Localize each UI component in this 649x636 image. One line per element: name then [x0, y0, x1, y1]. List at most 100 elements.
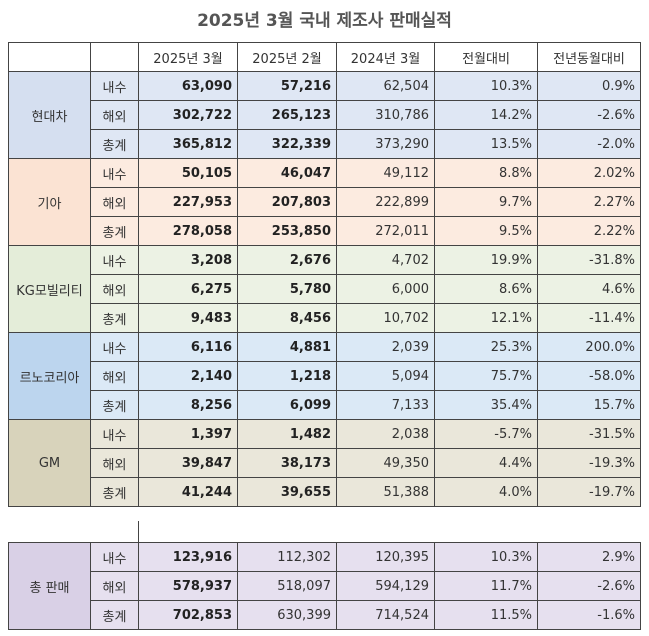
cell: 1,397 [138, 419, 238, 449]
row: 총계 278,058 253,850 272,011 9.5% 2.22% [9, 216, 641, 246]
cell: 2,140 [138, 361, 238, 391]
cell: 12.1% [434, 303, 538, 333]
row: 총 판매 내수 123,916 112,302 120,395 10.3% 2.9% [8, 542, 641, 630]
row: 기아 내수 50,105 46,047 49,112 8.8% 2.02% [8, 158, 641, 246]
row-label: 해외 [90, 100, 139, 130]
row-label: 해외 [90, 571, 139, 601]
group-name: 총 판매 [8, 542, 91, 630]
group-name: GM [8, 419, 91, 507]
cell: 6,099 [237, 390, 337, 420]
cell: -2.6% [537, 100, 641, 130]
cell: 49,112 [336, 158, 435, 188]
cell: 49,350 [336, 448, 435, 478]
row: 총계 365,812 322,339 373,290 13.5% -2.0% [9, 129, 641, 159]
row-label: 총계 [90, 129, 139, 159]
cell: -19.3% [537, 448, 641, 478]
cell: 19.9% [434, 245, 538, 275]
row-label: 내수 [90, 332, 139, 362]
cell: 10.3% [434, 71, 538, 101]
cell: 518,097 [237, 571, 337, 601]
row: 해외 302,722 265,123 310,786 14.2% -2.6% [9, 100, 641, 130]
connector-line [138, 521, 139, 542]
cell: 2,676 [237, 245, 337, 275]
cell: -31.8% [537, 245, 641, 275]
cell: 714,524 [336, 600, 435, 630]
group-name: 현대차 [8, 71, 91, 159]
cell: 112,302 [237, 542, 337, 572]
cell: 322,339 [237, 129, 337, 159]
cell: 8.6% [434, 274, 538, 304]
cell: 123,916 [138, 542, 238, 572]
row: 총계 9,483 8,456 10,702 12.1% -11.4% [9, 303, 641, 333]
cell: 4,881 [237, 332, 337, 362]
row: GM 내수 1,397 1,482 2,038 -5.7% -31.5% [8, 419, 641, 507]
row-label: 총계 [90, 477, 139, 507]
row: KG모빌리티 내수 3,208 2,676 4,702 19.9% -31.8% [8, 245, 641, 333]
cell: 1,218 [237, 361, 337, 391]
cell: 25.3% [434, 332, 538, 362]
cell: 11.5% [434, 600, 538, 630]
row-label: 내수 [90, 419, 139, 449]
cell: 702,853 [138, 600, 238, 630]
row-label: 총계 [90, 303, 139, 333]
header-empty [8, 42, 91, 72]
group-name: KG모빌리티 [8, 245, 91, 333]
cell: 594,129 [336, 571, 435, 601]
cell: 2.22% [537, 216, 641, 246]
row: 해외 227,953 207,803 222,899 9.7% 2.27% [9, 187, 641, 217]
row: 총계 41,244 39,655 51,388 4.0% -19.7% [9, 477, 641, 507]
row: 현대차 내수 63,090 57,216 62,504 10.3% 0.9% [8, 71, 641, 159]
cell: 7,133 [336, 390, 435, 420]
cell: 630,399 [237, 600, 337, 630]
group-name: 르노코리아 [8, 332, 91, 420]
cell: 50,105 [138, 158, 238, 188]
sales-table: 2025년 3월 2025년 2월 2024년 3월 전월대비 전년동월대비 현대차 내수 6… [8, 42, 641, 507]
cell: 2.9% [537, 542, 641, 572]
header-empty [90, 42, 139, 72]
cell: 4.6% [537, 274, 641, 304]
cell: 75.7% [434, 361, 538, 391]
cell: 265,123 [237, 100, 337, 130]
cell: 278,058 [138, 216, 238, 246]
row: 해외 39,847 38,173 49,350 4.4% -19.3% [9, 448, 641, 478]
row: 르노코리아 내수 6,116 4,881 2,039 25.3% 200.0% [8, 332, 641, 420]
group-name: 기아 [8, 158, 91, 246]
cell: -1.6% [537, 600, 641, 630]
row: 해외 6,275 5,780 6,000 8.6% 4.6% [9, 274, 641, 304]
row-label: 내수 [90, 158, 139, 188]
cell: 4,702 [336, 245, 435, 275]
header-cell: 2025년 3월 [138, 42, 238, 72]
cell: 41,244 [138, 477, 238, 507]
row: 총계 8,256 6,099 7,133 35.4% 15.7% [9, 390, 641, 420]
cell: 38,173 [237, 448, 337, 478]
row: 해외 2,140 1,218 5,094 75.7% -58.0% [9, 361, 641, 391]
header-row: 2025년 3월 2025년 2월 2024년 3월 전월대비 전년동월대비 [8, 42, 641, 72]
cell: 35.4% [434, 390, 538, 420]
row-label: 해외 [90, 361, 139, 391]
cell: -19.7% [537, 477, 641, 507]
row-label: 해외 [90, 187, 139, 217]
cell: -5.7% [434, 419, 538, 449]
cell: 2,038 [336, 419, 435, 449]
cell: 5,780 [237, 274, 337, 304]
cell: -11.4% [537, 303, 641, 333]
header-cell: 전년동월대비 [537, 42, 641, 72]
cell: 6,116 [138, 332, 238, 362]
row-label: 총계 [90, 216, 139, 246]
cell: 365,812 [138, 129, 238, 159]
cell: 207,803 [237, 187, 337, 217]
cell: 4.0% [434, 477, 538, 507]
cell: 11.7% [434, 571, 538, 601]
cell: 302,722 [138, 100, 238, 130]
cell: 63,090 [138, 71, 238, 101]
title: 2025년 3월 국내 제조사 판매실적 [197, 11, 452, 31]
cell: 39,847 [138, 448, 238, 478]
cell: -31.5% [537, 419, 641, 449]
row: 해외 578,937 518,097 594,129 11.7% -2.6% [9, 571, 641, 601]
row-label: 총계 [90, 600, 139, 630]
cell: 8,456 [237, 303, 337, 333]
cell: -58.0% [537, 361, 641, 391]
cell: 10.3% [434, 542, 538, 572]
cell: 578,937 [138, 571, 238, 601]
cell: 62,504 [336, 71, 435, 101]
